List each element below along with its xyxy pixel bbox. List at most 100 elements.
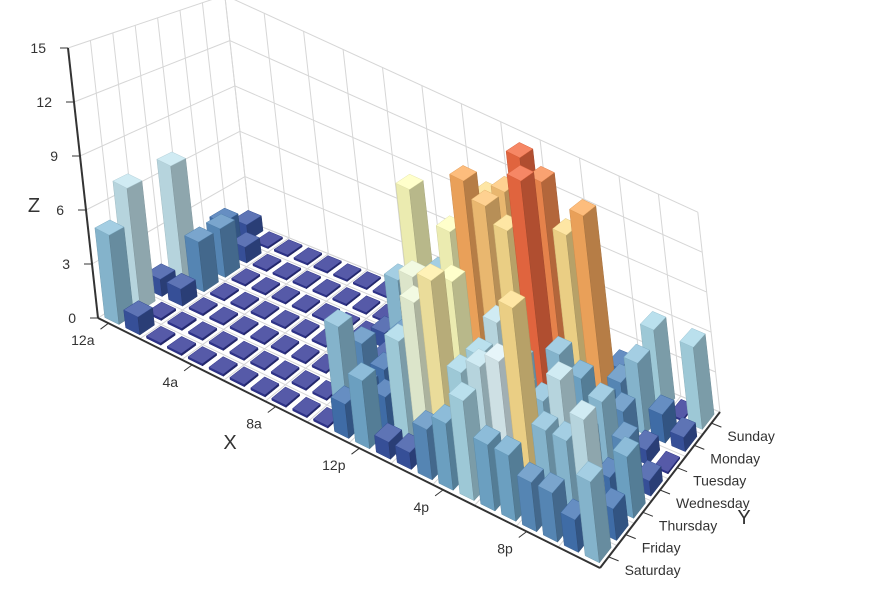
bar-top-face (416, 263, 445, 282)
bar-top-face (145, 325, 176, 344)
bar-tuesday-5a (291, 294, 321, 314)
grid-line-side-wall-vertical (201, 2, 229, 236)
bar-sunday-6a (352, 271, 381, 291)
bar-top-face (208, 356, 238, 375)
x-axis-name: X (223, 432, 236, 454)
bar-saturday-3a (166, 336, 197, 357)
grid-line-floor (139, 237, 290, 340)
grid-line-back-wall-vertical (657, 194, 682, 397)
bar-top-face (166, 272, 196, 290)
bar-top-face (271, 285, 301, 303)
bar-top-face (493, 435, 522, 456)
bar-top-face (545, 335, 573, 356)
bar-top-face (449, 165, 478, 182)
x-axis-line (97, 317, 601, 569)
bar-monday-11p (669, 416, 698, 453)
z-axis-line (67, 47, 99, 319)
bar-top-face (569, 399, 597, 421)
bar-top-face (623, 343, 651, 364)
bar-monday-6a (332, 287, 361, 307)
bar-top-face (166, 336, 197, 354)
bar-top-face (291, 344, 320, 363)
axes-layer (60, 47, 722, 569)
x-axis-tick (183, 364, 193, 372)
y-axis-name: Y (737, 507, 750, 529)
bar-wednesday-5a (270, 309, 300, 330)
bar-top-face (209, 282, 240, 300)
grid-line-side-wall-vertical (134, 25, 164, 277)
bar-friday-3a (187, 321, 218, 341)
bar-monday-7a (352, 295, 381, 315)
bars-layer (94, 142, 715, 564)
bar-top-face (471, 189, 499, 207)
bar-top-face (612, 436, 640, 458)
y-tick-label: Saturday (625, 562, 681, 578)
bar-top-face (231, 268, 261, 285)
bar-saturday-8a (271, 386, 300, 408)
bar-saturday-4a (187, 346, 217, 367)
grid-line-floor (223, 269, 368, 381)
bar-tuesday-4a (271, 285, 301, 305)
bar-top-face (123, 300, 154, 318)
bar-friday-5a (229, 340, 259, 361)
bar-top-face (249, 350, 279, 369)
bar-friday-7a (270, 360, 300, 381)
bar-top-face (250, 376, 280, 396)
bar-thursday-3a (209, 306, 239, 326)
bar-top-face (313, 255, 342, 272)
grid-line-back-wall-vertical (263, 13, 290, 238)
bar-top-face (156, 151, 187, 167)
x-axis-tick (100, 322, 109, 330)
bar-top-face (648, 394, 675, 416)
bar-top-face (332, 263, 362, 280)
bar-top-face (516, 461, 544, 483)
grid-line-side-wall-horizontal (79, 85, 236, 157)
bar-top-face (291, 370, 320, 389)
y-axis-tick (625, 534, 636, 540)
bar-top-face (575, 460, 603, 483)
x-axis-tick (351, 447, 360, 455)
bar-sunday-4a (313, 255, 342, 274)
bar-top-face (145, 263, 176, 280)
bar-top-face (291, 318, 320, 337)
bar-top-face (209, 306, 239, 324)
bar-top-face (566, 359, 594, 380)
bar-thursday-5a (250, 325, 279, 346)
bar-monday-2a (252, 253, 282, 273)
bar-saturday-5a (208, 356, 238, 377)
x-tick-label: 4a (163, 374, 179, 390)
y-tick-label: Monday (710, 450, 760, 466)
bar-friday-12a (112, 173, 156, 311)
bar-top-face (291, 294, 321, 312)
bar-top-face (270, 360, 300, 379)
bar-top-face (230, 291, 260, 309)
z-tick-label: 15 (30, 40, 46, 56)
y-axis-tick (711, 422, 722, 428)
grid-line-back-wall-vertical (697, 212, 721, 413)
grid-line-back-wall-vertical (303, 31, 329, 254)
bar-top-face (167, 311, 197, 329)
bar-saturday-1a (123, 300, 155, 336)
bar-sunday-5a (332, 263, 362, 282)
bar-wednesday-2a (209, 282, 240, 302)
bar-top-face (112, 173, 143, 189)
bar-thursday-2a (188, 297, 218, 317)
bar-tuesday-3a (251, 276, 281, 296)
grid-line-side-wall-vertical (224, 0, 251, 223)
bar-thursday-7a (291, 344, 320, 365)
bar-saturday-6a (229, 366, 259, 388)
bar-saturday-12p (347, 362, 384, 450)
bar-top-face (537, 471, 565, 494)
x-tick-label: 8a (246, 416, 262, 432)
grid-line-side-wall-vertical (179, 10, 208, 250)
bar-top-face (505, 142, 534, 159)
bar-top-face (94, 219, 125, 236)
bar-saturday-9a (292, 396, 321, 419)
bar-top-face (271, 386, 300, 406)
bar-top-face (639, 311, 667, 331)
x-axis-tick (518, 531, 528, 538)
y-axis-tick (659, 489, 671, 495)
bar-friday-6a (249, 350, 279, 371)
